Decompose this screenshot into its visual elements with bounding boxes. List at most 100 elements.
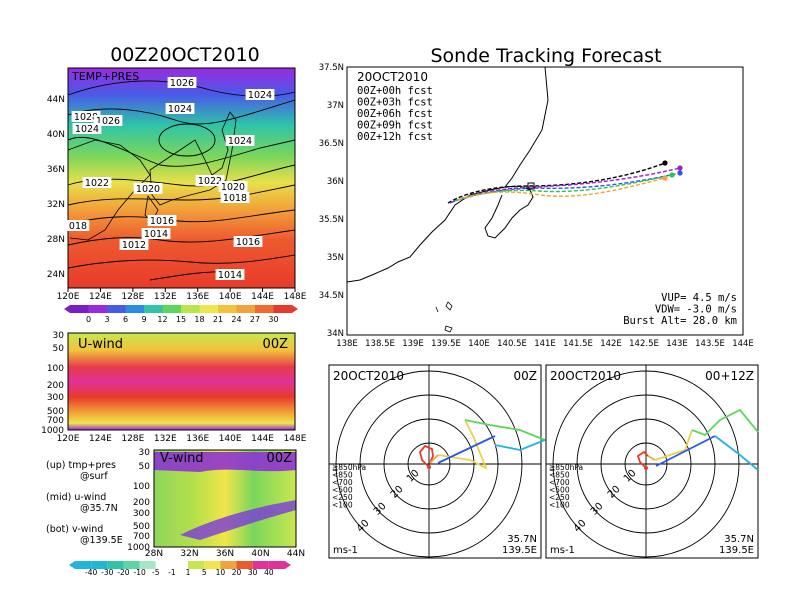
hodograph-wind-segment: [654, 429, 693, 461]
colorbar-label: 18: [194, 315, 204, 324]
wind-colorbar-label: -20: [117, 568, 129, 577]
wind-colorbar-swatch: [188, 561, 205, 569]
isobar-label-bg: [195, 175, 225, 186]
weather-title: 00Z20OCT2010: [110, 44, 260, 66]
wind-colorbar-label: 5: [202, 568, 207, 577]
isobar-label-bg: [220, 192, 250, 203]
colorbar-label: 27: [250, 315, 260, 324]
colorbar-label: 21: [213, 315, 223, 324]
colorbar-swatch: [88, 305, 107, 313]
u-x-tick-label: 132E: [154, 434, 177, 444]
track-x-tick-label: 143E: [666, 339, 688, 349]
hodograph-wind-segment: [691, 408, 759, 437]
forecast-legend-item: 00Z+12h fcst: [357, 131, 433, 143]
colorbar-label: 12: [157, 315, 167, 324]
v-wind-x-ticks: 28N 32N 36N 40N 44N: [145, 549, 305, 559]
map-x-tick-label: 144E: [251, 292, 274, 302]
map-y-tick-label: 32N: [47, 200, 65, 210]
track-date: 20OCT2010: [357, 70, 428, 84]
map-y-tick-label: 40N: [47, 130, 65, 140]
map-x-tick-label: 128E: [121, 292, 144, 302]
u-x-tick-label: 124E: [89, 434, 112, 444]
wind-colorbar-arrow-right: [285, 561, 291, 569]
colorbar-arrow-left: [64, 305, 70, 313]
sonde-param: VDW= -3.0 m/s: [655, 304, 737, 316]
forecast-legend-item: 00Z+06h fcst: [357, 108, 433, 120]
track-x-tick-label: 141.5E: [563, 339, 593, 349]
legend-note-line2: @surf: [80, 471, 108, 482]
hodograph-unit: ms-1: [550, 545, 575, 556]
colorbar-swatch: [255, 305, 274, 313]
hodograph-analysis: 20OCT2010 00Zms-135.7N139.5E10203040≧850h…: [328, 364, 546, 559]
wind-colorbar-swatch: [155, 561, 172, 569]
map-y-tick-label: 44N: [47, 95, 65, 105]
u-y-tick-label: 1000: [41, 426, 64, 436]
wind-colorbar-swatch: [171, 561, 189, 569]
isobar-label: 1014: [144, 229, 168, 240]
hodograph-start-point: [427, 465, 431, 469]
sonde-track-endpoint: [669, 172, 675, 178]
hodograph-wind-segment: [494, 439, 546, 451]
level-legend-item: <100: [549, 501, 570, 510]
hodograph-wind-segment: [437, 435, 496, 464]
isobar-label-bg: [225, 135, 255, 146]
u-wind-time: 00Z: [263, 337, 289, 352]
v-y-tick-label: 500: [133, 522, 150, 532]
hodograph-wind-segment: [419, 444, 434, 468]
isobar-label: 1016: [236, 237, 260, 248]
map-y-tick-label: 24N: [47, 270, 65, 280]
colorbar-label: 6: [123, 315, 128, 324]
wind-colorbar-label: 20: [232, 568, 242, 577]
v-wind-frame: [153, 449, 297, 548]
sonde-track-line: [447, 162, 666, 204]
island-2: [444, 325, 453, 333]
honshu-coastline: [346, 66, 549, 283]
colorbar-swatch: [273, 305, 292, 313]
wind-colorbar-label: -10: [133, 568, 145, 577]
track-x-tick-label: 144E: [732, 339, 754, 349]
v-y-tick-label: 300: [133, 509, 150, 519]
v-y-tick-label: 200: [133, 498, 150, 508]
wind-colorbar-swatch: [268, 561, 285, 569]
isobar-label: 1014: [218, 270, 242, 281]
hodograph-unit: ms-1: [333, 545, 358, 556]
wind-colorbar-swatch: [220, 561, 237, 569]
sonde-param: VUP= 4.5 m/s: [661, 292, 737, 304]
wind-colorbar-label: 30: [248, 568, 258, 577]
map-x-tick-label: 120E: [57, 292, 80, 302]
hodograph-wind-segment: [429, 454, 439, 464]
map-y-tick-label: 36N: [47, 165, 65, 175]
u-y-tick-label: 50: [53, 344, 65, 354]
track-x-tick-label: 142E: [600, 339, 622, 349]
colorbar-swatch: [125, 305, 144, 313]
isobar-label: 1016: [150, 216, 174, 227]
forecast-legend-item: 00Z+03h fcst: [357, 97, 433, 109]
hodograph-wind-segment: [437, 419, 488, 470]
map-panel: TEMP+PRES 102610241028102610241024102410…: [47, 67, 307, 324]
sonde-title: Sonde Tracking Forecast: [430, 45, 661, 67]
wind-colorbar-swatch: [236, 561, 253, 569]
isobar-label-bg: [72, 123, 102, 134]
wind-colorbar-swatch: [107, 561, 124, 569]
level-legend-item: <700: [332, 478, 353, 487]
map-x-ticks: 120E 124E 128E 132E 136E 140E 144E 148E: [57, 288, 307, 302]
hodograph-wind-segment: [714, 435, 759, 471]
level-legend-item: ≧850hPa: [332, 463, 366, 472]
isobar-label-bg: [215, 269, 245, 280]
sonde-track-line: [457, 177, 666, 201]
legend-note-line1: (mid) u-wind: [46, 492, 106, 503]
wind-colorbar-swatch: [204, 561, 221, 569]
isobar-label-bg: [245, 89, 275, 100]
level-legend-item: <700: [549, 478, 570, 487]
isobar-label-bg: [167, 77, 197, 88]
colorbar-label: 9: [141, 315, 146, 324]
sonde-tracks: [447, 160, 683, 204]
level-legend-item: <850: [332, 471, 353, 480]
colorbar-swatch: [70, 305, 89, 313]
colorbar-label: 3: [104, 315, 109, 324]
isobar-label-bg: [141, 228, 171, 239]
v-y-tick-label: 100: [133, 482, 150, 492]
